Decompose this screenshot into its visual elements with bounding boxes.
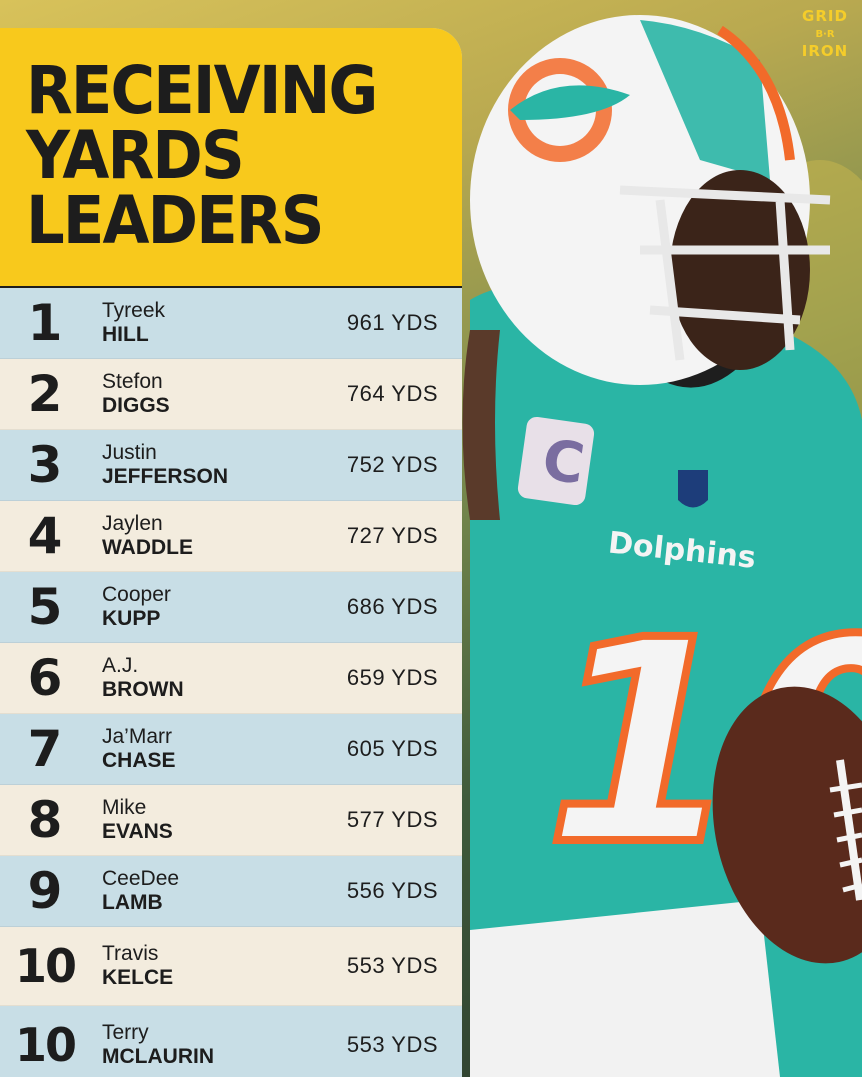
rank-number: 2 — [27, 365, 63, 423]
player-last-name: WADDLE — [102, 536, 193, 559]
player-last-name: BROWN — [102, 678, 184, 701]
player-first-name: Cooper — [102, 583, 171, 606]
title-line-3: LEADERS — [26, 182, 324, 259]
receiving-yards: 752 YDS — [346, 452, 438, 477]
receiving-yards: 686 YDS — [346, 594, 438, 619]
leader-row: 3 Justin JEFFERSON 752 YDS — [0, 430, 462, 501]
leader-row: 1 Tyreek HILL 961 YDS — [0, 288, 462, 359]
leader-row: 6 A.J. BROWN 659 YDS — [0, 643, 462, 714]
player-name: Jaylen WADDLE — [102, 512, 193, 560]
rank-number: 9 — [27, 862, 63, 920]
leader-row: 2 Stefon DIGGS 764 YDS — [0, 359, 462, 430]
player-first-name: Travis — [102, 942, 159, 965]
rank-number: 8 — [27, 791, 63, 849]
leader-row: 4 Jaylen WADDLE 727 YDS — [0, 501, 462, 572]
receiving-yards: 659 YDS — [346, 665, 438, 690]
player-first-name: Stefon — [102, 370, 163, 393]
player-last-name: KUPP — [102, 607, 161, 630]
player-last-name: HILL — [102, 323, 149, 346]
nfl-shield-icon — [678, 470, 708, 508]
leader-row: 10 Travis KELCE 553 YDS — [0, 927, 462, 1006]
player-name: Stefon DIGGS — [102, 370, 170, 418]
player-first-name: Terry — [102, 1021, 149, 1044]
receiving-yards: 553 YDS — [346, 953, 438, 978]
player-last-name: JEFFERSON — [102, 465, 229, 488]
title-line-2: YARDS — [26, 117, 245, 194]
captain-patch-icon — [517, 416, 595, 506]
logo-line-3: IRON — [801, 42, 849, 60]
player-first-name: Jaylen — [102, 512, 163, 535]
player-last-name: KELCE — [102, 966, 174, 989]
player-first-name: Ja’Marr — [102, 725, 173, 748]
logo-line-1: GRID — [802, 7, 848, 25]
leader-row: 8 Mike EVANS 577 YDS — [0, 785, 462, 856]
player-last-name: DIGGS — [102, 394, 170, 417]
receiving-yards: 764 YDS — [346, 381, 438, 406]
receiving-yards: 727 YDS — [346, 523, 438, 548]
player-name: Travis KELCE — [102, 942, 173, 990]
rank-number: 10 — [14, 939, 77, 993]
svg-text:C: C — [539, 428, 589, 498]
player-last-name: MCLAURIN — [102, 1045, 214, 1068]
player-last-name: LAMB — [102, 891, 163, 914]
logo-line-2: B·R — [815, 29, 835, 40]
rank-number: 4 — [27, 507, 63, 565]
player-name: Mike EVANS — [102, 796, 173, 844]
player-name: Terry MCLAURIN — [102, 1021, 214, 1069]
leaders-list: 1 Tyreek HILL 961 YDS 2 Stefon DIGGS 764… — [0, 288, 462, 1077]
rank-number: 5 — [27, 578, 63, 636]
player-name: CeeDee LAMB — [102, 867, 179, 915]
player-name: Cooper KUPP — [102, 583, 171, 631]
receiving-yards: 577 YDS — [346, 807, 438, 832]
player-first-name: Tyreek — [102, 299, 166, 322]
player-name: A.J. BROWN — [102, 654, 184, 702]
rank-number: 6 — [27, 649, 63, 707]
leaders-panel: RECEIVING YARDS LEADERS 1 Tyreek HILL 96… — [0, 28, 462, 1077]
rank-number: 7 — [27, 720, 63, 778]
player-last-name: EVANS — [102, 820, 173, 843]
title-header: RECEIVING YARDS LEADERS — [0, 28, 462, 288]
leader-row: 7 Ja’Marr CHASE 605 YDS — [0, 714, 462, 785]
page-title: RECEIVING YARDS LEADERS — [26, 52, 378, 259]
player-name: Tyreek HILL — [102, 299, 165, 347]
player-name: Justin JEFFERSON — [102, 441, 228, 489]
rank-number: 3 — [27, 436, 63, 494]
player-first-name: Mike — [102, 796, 147, 819]
receiving-yards: 553 YDS — [346, 1032, 438, 1057]
grid-iron-logo: GRID B·R IRON — [798, 8, 852, 59]
title-line-1: RECEIVING — [26, 52, 378, 129]
leader-row: 9 CeeDee LAMB 556 YDS — [0, 856, 462, 927]
receiving-yards: 605 YDS — [346, 736, 438, 761]
receiving-yards: 961 YDS — [346, 310, 438, 335]
player-first-name: A.J. — [102, 654, 139, 677]
rank-number: 10 — [14, 1018, 77, 1072]
leader-row: 10 Terry MCLAURIN 553 YDS — [0, 1006, 462, 1077]
receiving-yards: 556 YDS — [346, 878, 438, 903]
rank-number: 1 — [27, 294, 63, 352]
leader-row: 5 Cooper KUPP 686 YDS — [0, 572, 462, 643]
player-first-name: CeeDee — [102, 867, 180, 890]
player-last-name: CHASE — [102, 749, 176, 772]
player-first-name: Justin — [102, 441, 157, 464]
player-name: Ja’Marr CHASE — [102, 725, 176, 773]
